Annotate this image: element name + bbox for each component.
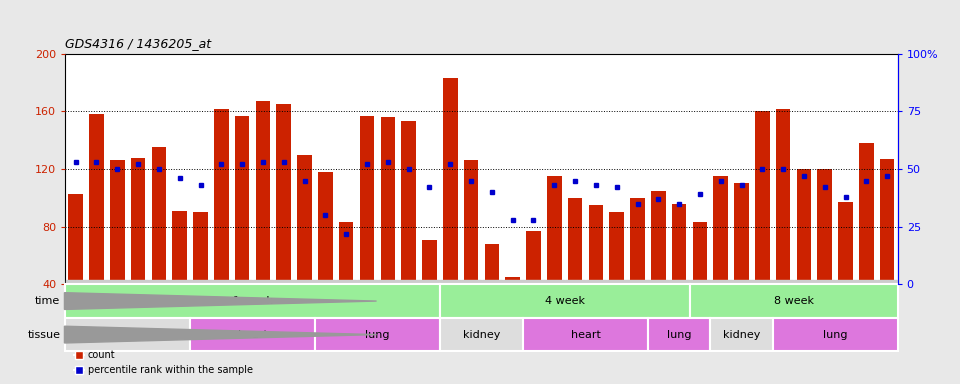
Bar [276, 104, 291, 284]
Bar [610, 212, 624, 284]
Bar [193, 212, 207, 284]
Text: 8 week: 8 week [774, 296, 813, 306]
Bar [773, 318, 898, 351]
Bar [401, 121, 416, 284]
Bar [693, 222, 708, 284]
Bar [689, 284, 898, 318]
Bar [464, 161, 478, 284]
Bar [173, 211, 187, 284]
Bar [443, 78, 458, 284]
Bar [235, 116, 250, 284]
Bar [838, 202, 852, 284]
Bar [315, 318, 440, 351]
Bar [131, 157, 145, 284]
Bar [440, 284, 689, 318]
Bar [485, 244, 499, 284]
Bar [734, 184, 749, 284]
Bar [214, 109, 228, 284]
Bar [630, 198, 645, 284]
Bar [588, 205, 603, 284]
Bar [68, 194, 83, 284]
Text: tissue: tissue [28, 329, 60, 339]
Bar [505, 277, 520, 284]
Bar [440, 318, 523, 351]
Bar [776, 109, 790, 284]
Bar [651, 190, 665, 284]
Text: 4 week: 4 week [544, 296, 585, 306]
Bar [380, 117, 396, 284]
Bar [65, 318, 190, 351]
Bar [880, 159, 895, 284]
Bar [255, 101, 270, 284]
Text: lung: lung [823, 329, 848, 339]
Bar [65, 284, 440, 318]
Bar [339, 222, 353, 284]
Text: lung: lung [667, 329, 691, 339]
Bar [89, 114, 104, 284]
Bar [190, 318, 315, 351]
Bar [567, 198, 583, 284]
Text: time: time [36, 296, 60, 306]
Polygon shape [64, 326, 376, 343]
Legend: count, percentile rank within the sample: count, percentile rank within the sample [70, 346, 256, 379]
Bar [523, 318, 648, 351]
Bar [318, 172, 333, 284]
Bar [547, 176, 562, 284]
Bar [422, 240, 437, 284]
Bar [526, 231, 540, 284]
Bar [110, 161, 125, 284]
Text: kidney: kidney [109, 329, 146, 339]
Bar [672, 204, 686, 284]
Text: heart: heart [238, 329, 268, 339]
Bar [713, 176, 728, 284]
Text: lung: lung [365, 329, 390, 339]
Text: GDS4316 / 1436205_at: GDS4316 / 1436205_at [65, 37, 211, 50]
Bar [756, 111, 770, 284]
Text: heart: heart [570, 329, 600, 339]
Bar [360, 116, 374, 284]
Bar [152, 147, 166, 284]
Bar [298, 155, 312, 284]
Text: kidney: kidney [723, 329, 760, 339]
Bar [859, 143, 874, 284]
Bar [818, 169, 832, 284]
Bar [797, 169, 811, 284]
Polygon shape [64, 293, 376, 310]
Text: kidney: kidney [463, 329, 500, 339]
Bar [648, 318, 710, 351]
Bar [710, 318, 773, 351]
Text: 1 week: 1 week [232, 296, 273, 306]
